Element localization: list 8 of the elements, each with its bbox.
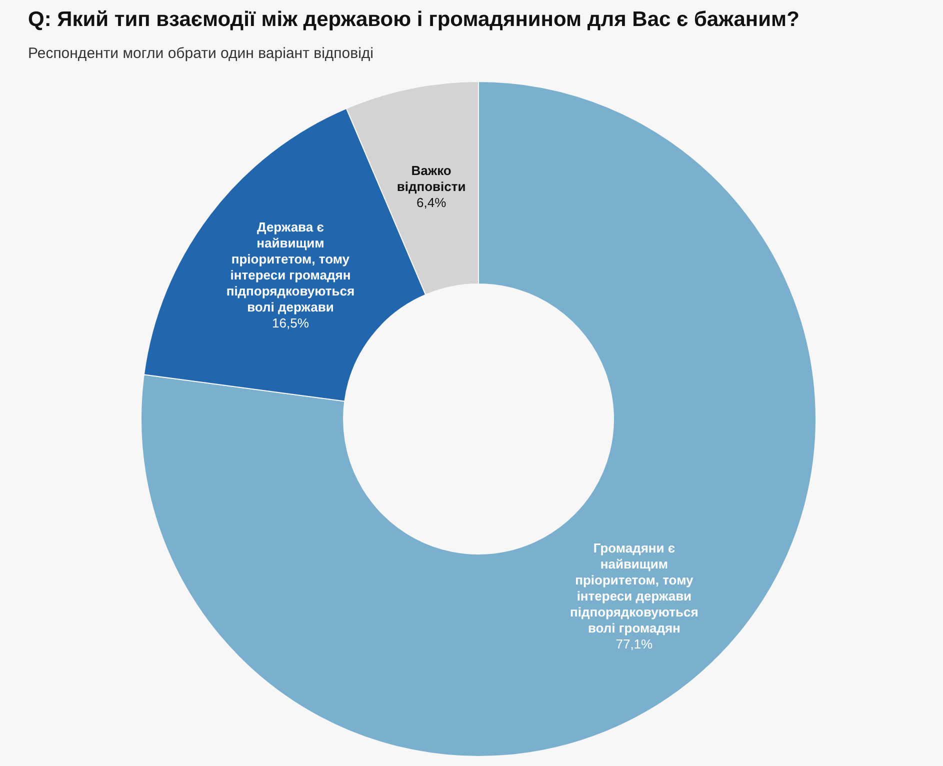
chart-title: Q: Який тип взаємодії між державою і громадянином для Вас є бажаним? [28,8,800,32]
slice-label: Важко відповісти [396,163,466,194]
data-label: 77,1% [616,636,654,652]
data-label: 16,5% [272,316,310,331]
slice-label: Громадяни є найвищим пріоритетом, тому інтереси держави підпорядковуються волі громадян [570,540,698,636]
slice-label: Держава є найвищим пріоритетом, тому інтереси громадян підпорядковуються волі держави [226,220,355,315]
data-label: 6,4% [416,195,447,210]
chart-subtitle: Респонденти могли обрати один варіант відповіді [28,45,374,62]
